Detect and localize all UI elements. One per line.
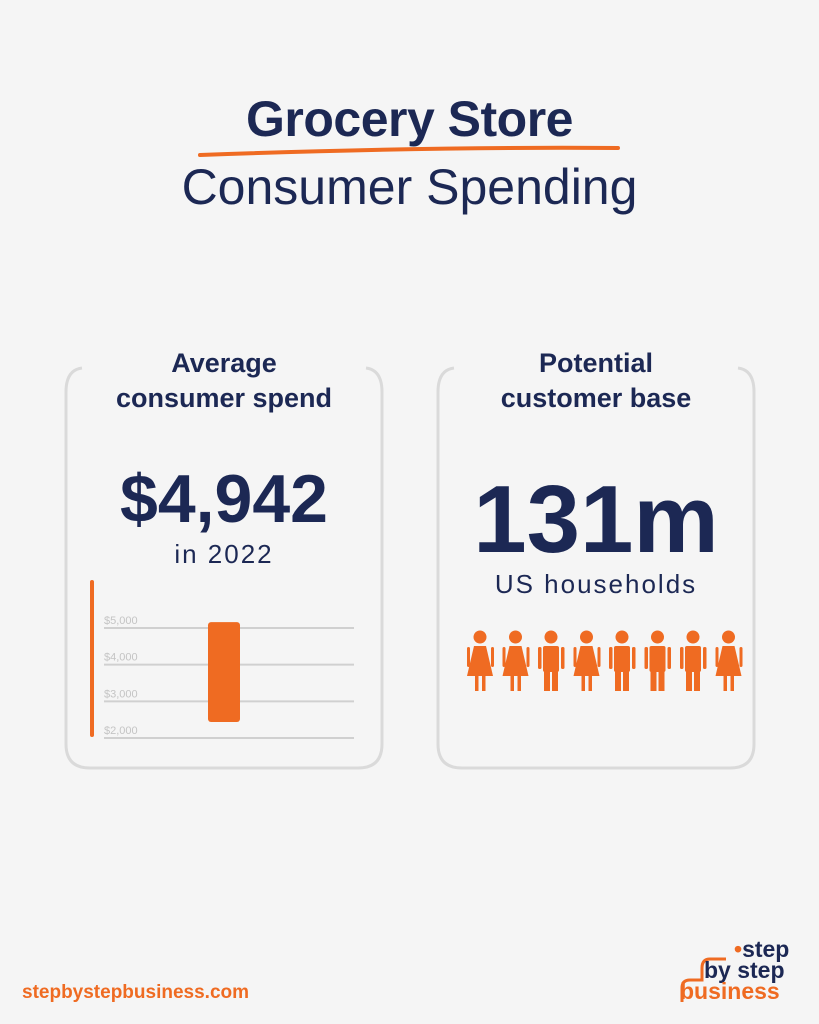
right-card-heading: Potential customer base [438,346,754,416]
chart-y-tick-label: $3,000 [104,688,138,700]
logo-line-business: business [680,978,780,1004]
logo-line-step: •step [734,936,790,962]
average-spend-year: in 2022 [174,539,274,569]
chart-y-axis-line [90,580,94,737]
title-underline [198,145,620,157]
female-icon [573,630,601,691]
chart-y-tick-label: $5,000 [104,615,138,627]
right-heading-line1: Potential [538,348,653,378]
male-icon [680,630,707,691]
brand-logo: •step by step business [668,938,798,1004]
left-card-frame [64,366,384,770]
male-icon [644,630,671,691]
left-heading-line1: Average [171,348,277,378]
left-card-heading: Average consumer spend [66,346,382,416]
chart-y-tick-label: $2,000 [104,725,138,737]
male-icon [538,630,565,691]
female-icon [502,630,530,691]
chart-bar-2022 [208,622,240,722]
logo-steps-icon [680,957,726,1002]
footer-website-link[interactable]: stepbystepbusiness.com [22,982,250,1003]
female-icon [715,630,743,691]
page-subtitle: Consumer Spending [181,159,638,215]
left-heading-line2: consumer spend [115,383,333,413]
female-icon [467,630,494,691]
right-heading-line2: customer base [500,383,692,413]
male-icon [609,630,636,691]
customer-base-caption: US households [494,569,698,599]
customer-base-value: 131m [473,466,719,573]
page-title: Grocery Store [246,91,573,147]
chart-y-tick-label: $4,000 [104,652,138,664]
logo-line-by-step: by step [704,957,785,983]
title-block: Grocery Store Consumer Spending [0,88,819,218]
right-card-frame [436,366,756,770]
average-spend-value: $4,942 [120,461,328,537]
